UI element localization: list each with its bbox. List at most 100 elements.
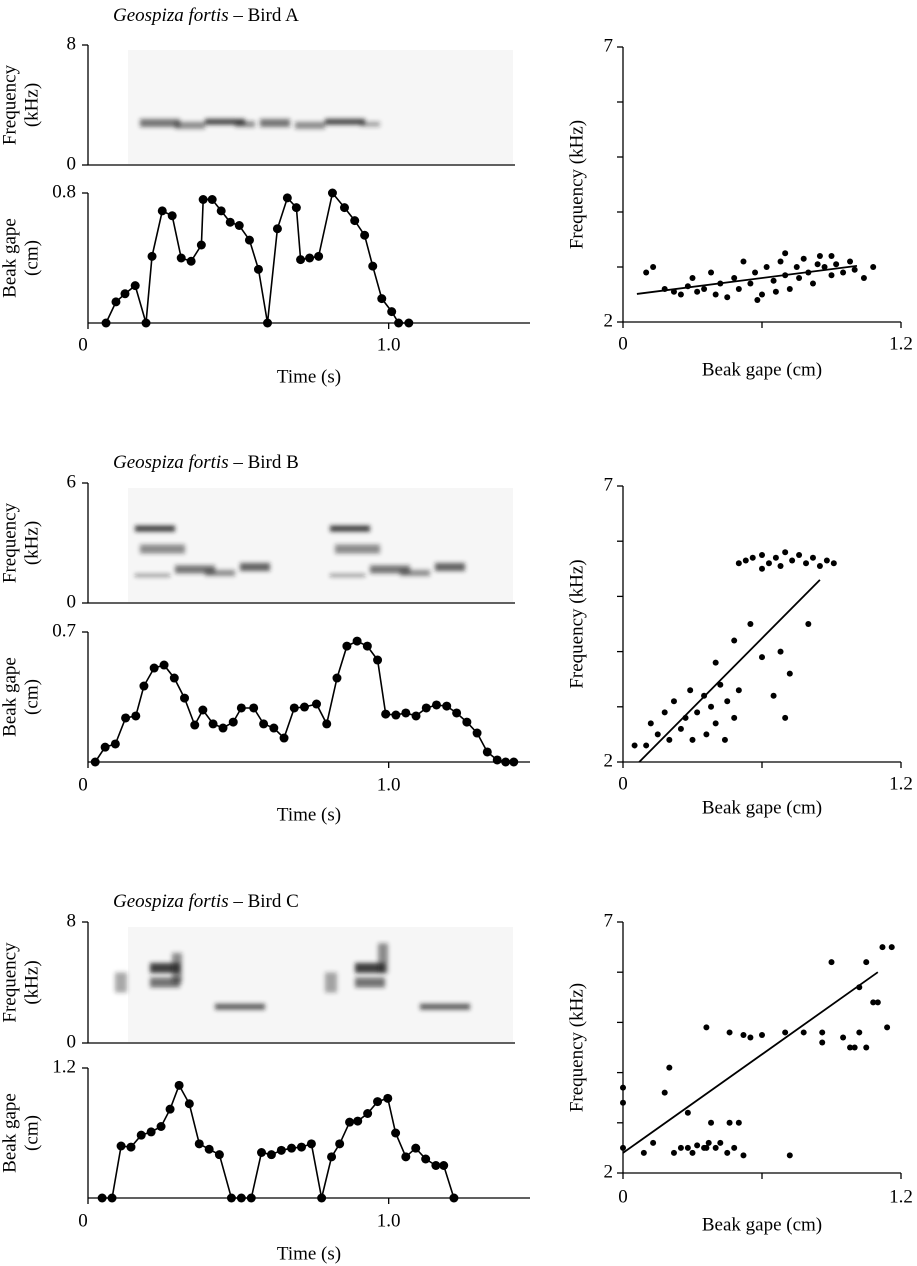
scatter-point	[796, 275, 803, 281]
spectrogram-trace	[295, 121, 325, 129]
gape-point	[246, 1193, 256, 1203]
gape-point	[256, 1148, 266, 1157]
scatter-point	[731, 637, 738, 644]
y-axis-label: (cm)	[21, 679, 42, 715]
y-axis-label: Frequency (kHz)	[566, 983, 587, 1112]
scatter-point	[863, 1044, 870, 1051]
title-bird: – Bird A	[229, 5, 299, 26]
scatter-point	[816, 563, 823, 570]
scatter-point	[847, 258, 854, 265]
gape-point	[147, 251, 157, 261]
scatter-point	[819, 1039, 826, 1046]
scatter-point	[747, 1034, 754, 1041]
y-axis-label: (kHz)	[21, 521, 42, 565]
y-axis-label: Frequency	[0, 942, 20, 1023]
scatter-point	[740, 1152, 747, 1159]
scatter-point	[703, 1144, 710, 1151]
gape-point	[156, 1122, 166, 1131]
x-tick-label: 1.2	[889, 333, 913, 354]
scatter-point	[805, 621, 812, 627]
gape-point	[362, 641, 372, 651]
scatter-point	[712, 720, 719, 727]
y-tick-label: 2	[604, 1161, 614, 1182]
x-tick-label: 0	[618, 773, 628, 794]
spectrogram-trace	[115, 972, 127, 993]
spectrogram-trace	[325, 972, 337, 993]
spectrogram-background	[128, 50, 513, 164]
scatter-point	[735, 560, 742, 567]
scatter-point	[830, 560, 837, 567]
scatter-point	[677, 725, 684, 732]
scatter-point	[740, 1031, 747, 1038]
spectrogram-trace	[150, 962, 180, 973]
spectrogram-trace	[175, 121, 205, 129]
scatter-point	[840, 269, 847, 276]
spectrogram-trace	[240, 563, 270, 571]
gape-point	[339, 203, 349, 213]
title-species: Geospiza fortis	[113, 452, 229, 473]
x-axis-label: Beak gape (cm)	[702, 1214, 822, 1235]
gape-point	[442, 701, 452, 711]
scatter-point	[670, 1149, 677, 1156]
gape-point	[226, 1193, 236, 1203]
scatter-point	[620, 1084, 626, 1091]
gape-point	[314, 251, 324, 261]
gape-point	[401, 1152, 411, 1162]
gape-point	[234, 221, 244, 230]
scatter-point	[742, 557, 749, 564]
y-axis-label: (cm)	[21, 240, 42, 276]
gape-point	[391, 1128, 401, 1138]
gape-point	[299, 702, 309, 712]
gape-point	[431, 1161, 441, 1170]
y-tick-label: 8	[67, 910, 77, 931]
spectrogram-trace	[172, 952, 182, 983]
spectrogram-energy	[135, 525, 465, 577]
regression-line	[638, 579, 821, 763]
gape-point	[116, 1141, 126, 1151]
gape-point	[289, 703, 299, 713]
gape-point	[146, 1127, 156, 1137]
x-tick-label: 1.0	[377, 334, 401, 355]
gape-point	[383, 1093, 393, 1103]
gape-point	[296, 1142, 306, 1152]
spectrogram-trace	[325, 118, 365, 125]
scatter-point	[717, 1139, 724, 1146]
scatter-point	[759, 565, 765, 572]
scatter-point	[647, 720, 654, 727]
x-tick-label: 1.2	[889, 1186, 913, 1207]
spectrogram-trace	[215, 1003, 265, 1010]
scatter-point	[782, 1029, 789, 1036]
scatter-point	[712, 1144, 719, 1151]
scatter-point	[708, 269, 715, 276]
y-tick-label: 7	[604, 474, 614, 495]
gape-point	[149, 663, 159, 673]
gape-point	[190, 720, 200, 730]
scatter-point	[747, 621, 754, 627]
scatter-point	[777, 563, 784, 570]
y-tick-label: 0.7	[52, 620, 76, 641]
spectrogram-trace	[435, 563, 465, 571]
gape-point	[381, 709, 391, 719]
spectrogram-energy	[140, 118, 380, 129]
scatter-point	[654, 731, 661, 738]
x-tick-label: 1.0	[377, 774, 401, 795]
scatter-point	[694, 288, 701, 295]
scatter-point	[721, 736, 728, 743]
gape-point	[136, 1130, 146, 1140]
scatter-point	[712, 659, 719, 666]
gape-point	[404, 318, 414, 328]
gape-point	[431, 700, 441, 710]
scatter-point	[803, 560, 810, 567]
spectrogram-trace	[205, 570, 235, 576]
scatter-point	[661, 1089, 668, 1096]
scatter-point	[840, 1034, 847, 1041]
scatter-point	[874, 999, 881, 1006]
gape-point	[352, 636, 362, 646]
scatter-point	[833, 261, 840, 268]
scatter-point	[847, 1044, 854, 1051]
scatter-point	[752, 269, 759, 276]
gape-point	[207, 195, 217, 204]
gape-point	[186, 256, 196, 266]
gape-point	[439, 1161, 449, 1170]
gape-point	[198, 705, 208, 715]
